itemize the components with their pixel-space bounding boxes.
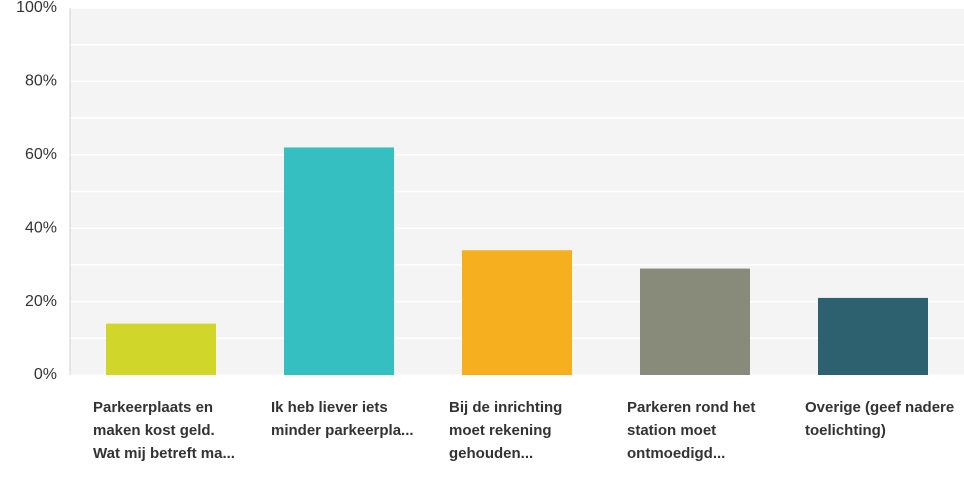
bar [818,297,928,375]
x-tick-label: Bij de inrichting moet rekening gehouden… [449,399,563,462]
bar [640,268,750,375]
x-tick-label: Ik heb liever iets minder parkeerpla... [271,399,414,439]
y-tick-label: 100% [16,0,57,16]
y-tick-label: 0% [34,366,57,383]
y-tick-label: 20% [25,293,57,310]
x-tick-label: Parkeren rond het station moet ontmoedig… [627,399,756,462]
y-tick-label: 60% [25,146,57,163]
bar [284,147,394,375]
x-tick-label: Overige (geef nadere toelichting) [805,399,955,439]
y-tick-label: 80% [25,73,57,90]
x-tick-label: Parkeerplaats en maken kost geld. Wat mi… [93,399,235,462]
bar [462,250,572,375]
y-tick-label: 40% [25,219,57,236]
bar [106,323,216,375]
